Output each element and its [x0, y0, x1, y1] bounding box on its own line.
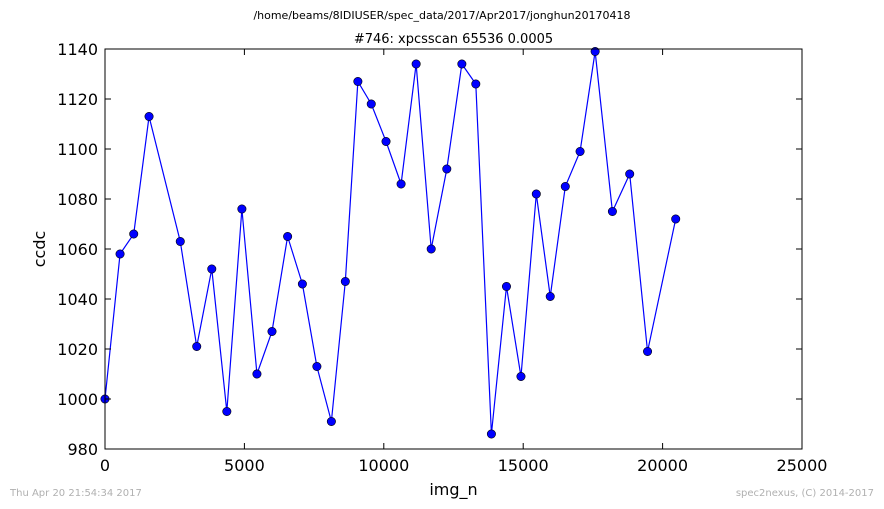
- data-point: [531, 189, 541, 199]
- y-tick-label: 1020: [57, 340, 98, 359]
- data-point: [366, 99, 376, 109]
- series-layer: [100, 46, 681, 439]
- file-path-supertitle: /home/beams/8IDIUSER/spec_data/2017/Apr2…: [253, 9, 631, 22]
- y-tick-label: 1040: [57, 290, 98, 309]
- y-tick-label: 1140: [57, 40, 98, 59]
- series-line: [104, 51, 677, 435]
- y-tick-label: 1120: [57, 90, 98, 109]
- x-tick-label: 20000: [637, 456, 688, 475]
- y-tick-label: 1000: [57, 390, 98, 409]
- data-point: [516, 371, 526, 381]
- x-tick-label: 25000: [777, 456, 828, 475]
- plot-frame: [104, 48, 803, 450]
- data-point: [381, 137, 391, 147]
- data-point: [442, 164, 452, 174]
- data-point: [175, 237, 185, 247]
- data-point: [396, 179, 406, 189]
- x-tick-label: 5000: [224, 456, 265, 475]
- data-point: [192, 341, 202, 351]
- y-tick-label: 1100: [57, 140, 98, 159]
- data-point: [625, 169, 635, 179]
- x-tick-label: 0: [100, 456, 110, 475]
- y-axis: 980 1000 1020 1040 1060 1080 1100 1120 1140: [57, 40, 802, 459]
- y-axis-label: ccdc: [30, 231, 49, 268]
- data-point: [340, 276, 350, 286]
- data-point: [207, 264, 217, 274]
- y-tick-label: 1060: [57, 240, 98, 259]
- data-point: [501, 281, 511, 291]
- y-tick-label: 980: [67, 440, 98, 459]
- data-point: [222, 406, 232, 416]
- timestamp-footer: Thu Apr 20 21:54:34 2017: [10, 488, 142, 499]
- data-point: [237, 204, 247, 214]
- data-point: [486, 429, 496, 439]
- data-point: [252, 369, 262, 379]
- data-point: [471, 79, 481, 89]
- data-point: [575, 147, 585, 157]
- data-point: [144, 112, 154, 122]
- y-tick-label: 1080: [57, 190, 98, 209]
- data-point: [457, 59, 467, 69]
- data-point: [607, 207, 617, 217]
- x-axis-label: img_n: [429, 480, 477, 500]
- data-point: [312, 361, 322, 371]
- data-point: [643, 346, 653, 356]
- data-point: [267, 326, 277, 336]
- data-point: [283, 232, 293, 242]
- data-point: [297, 279, 307, 289]
- data-point: [115, 249, 125, 259]
- x-tick-label: 10000: [358, 456, 409, 475]
- data-point: [326, 416, 336, 426]
- data-point: [353, 77, 363, 87]
- data-point: [411, 59, 421, 69]
- data-point: [560, 182, 570, 192]
- data-point: [129, 229, 139, 239]
- data-point: [545, 291, 555, 301]
- x-tick-label: 15000: [498, 456, 549, 475]
- data-point: [426, 244, 436, 254]
- chart-title: #746: xpcsscan 65536 0.0005: [354, 32, 553, 47]
- credit-footer: spec2nexus, (C) 2014-2017: [735, 488, 874, 499]
- x-axis: 0 5000 10000 15000 20000 25000: [100, 49, 828, 475]
- data-point: [671, 214, 681, 224]
